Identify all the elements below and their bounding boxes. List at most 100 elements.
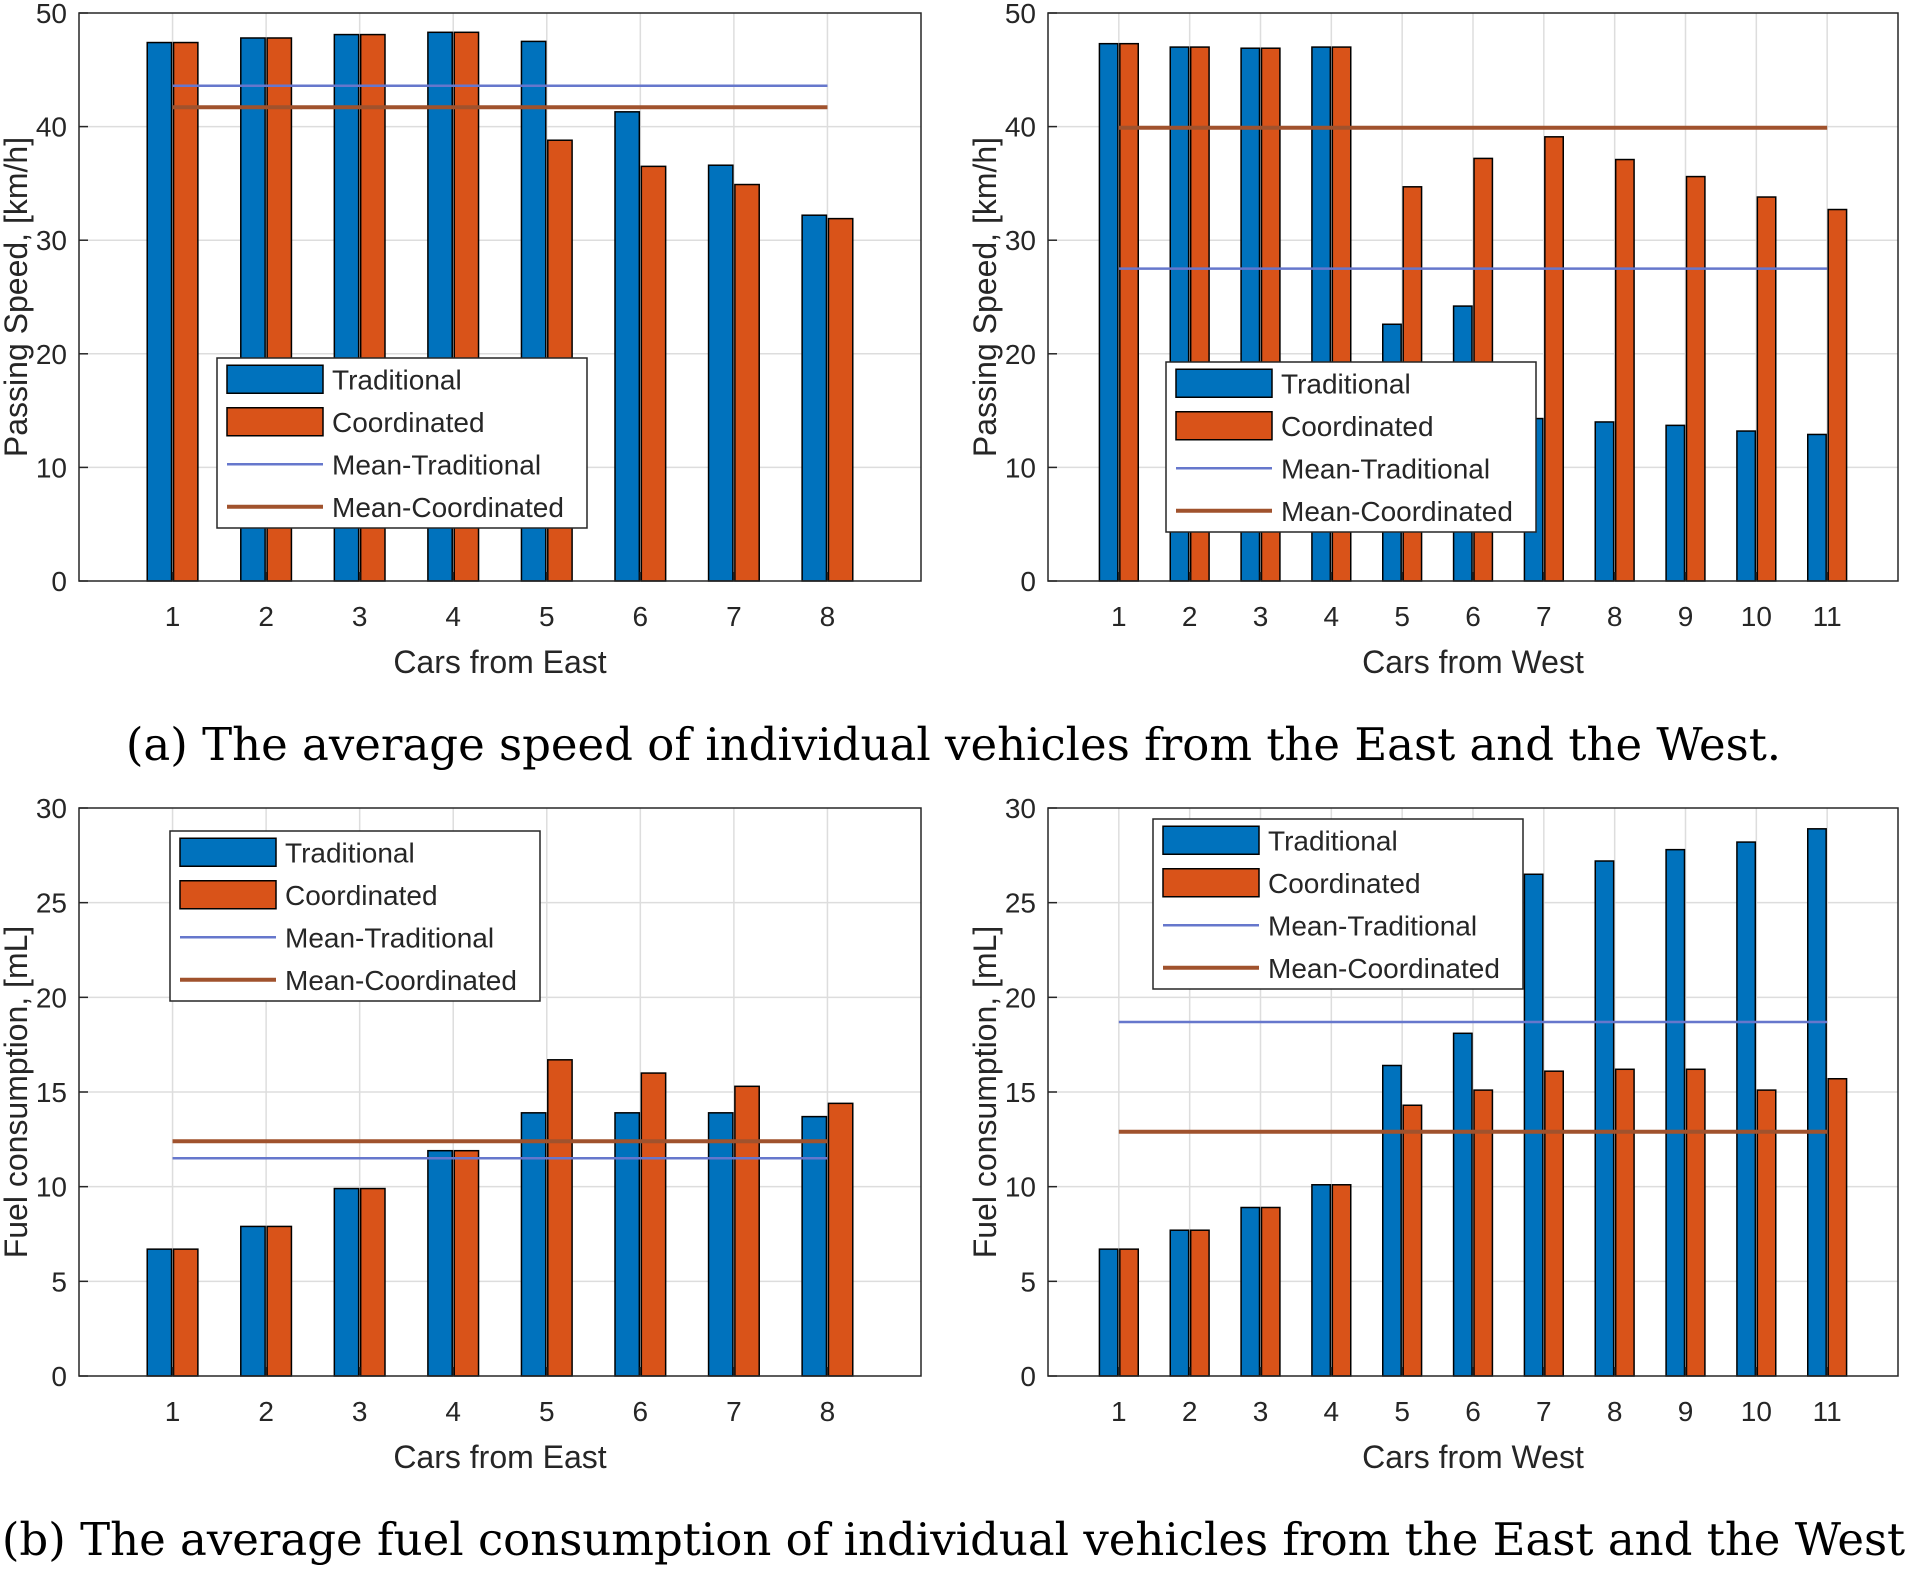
x-tick-label: 5	[539, 601, 555, 632]
y-axis-label: Fuel consumption, [mL]	[0, 926, 34, 1259]
x-tick-label: 1	[165, 601, 181, 632]
y-tick-label: 50	[1005, 0, 1036, 29]
x-tick-label: 9	[1678, 1396, 1694, 1427]
legend-label: Mean-Traditional	[285, 922, 494, 953]
y-tick-label: 30	[1005, 793, 1036, 824]
x-tick-label: 3	[1253, 1396, 1269, 1427]
x-tick-label: 5	[539, 1396, 555, 1427]
bar-coordinated-2	[266, 1225, 293, 1377]
bar-traditional-11	[1807, 433, 1827, 582]
legend: Traditional Coordinated Mean-Traditional Me…	[1152, 818, 1524, 990]
y-tick-label: 5	[1020, 1266, 1036, 1297]
bar-traditional-5	[520, 1112, 547, 1377]
bar-coordinated-8	[827, 1102, 854, 1377]
bar-traditional-1	[1098, 42, 1119, 582]
bar-traditional-9	[1665, 424, 1686, 582]
x-tick-label: 11	[1813, 601, 1842, 632]
x-tick-label: 4	[445, 601, 461, 632]
x-tick-label: 6	[1465, 1396, 1481, 1427]
legend-label: Coordinated	[1268, 868, 1421, 899]
x-tick-label: 11	[1813, 1396, 1842, 1427]
y-axis-label: Fuel consumption, [mL]	[967, 926, 1003, 1259]
legend-swatch-traditional	[179, 837, 277, 867]
x-tick-label: 8	[820, 601, 836, 632]
bar-coordinated-9	[1685, 1068, 1706, 1377]
caption-b: (b) The average fuel consumption of indi…	[1, 1513, 1906, 1566]
bar-traditional-8	[1594, 860, 1615, 1377]
bar-traditional-1	[146, 1248, 173, 1377]
bar-traditional-4	[427, 1149, 453, 1377]
x-tick-label: 2	[1182, 601, 1198, 632]
bar-coordinated-8	[1614, 1068, 1635, 1377]
x-axis-label: Cars from West	[1362, 644, 1584, 680]
bar-coordinated-4	[1331, 1184, 1352, 1377]
legend-label: Mean-Traditional	[1268, 910, 1477, 941]
x-tick-label: 7	[1536, 1396, 1552, 1427]
legend-label: Coordinated	[332, 407, 485, 438]
bar-traditional-8	[801, 214, 828, 582]
x-tick-label: 7	[726, 1396, 742, 1427]
x-tick-label: 10	[1741, 601, 1772, 632]
chart-panel-3: 0 5 10 15 20 25 30 1 2 3 4 5 6 7 8 Cars from East Fuel c…	[0, 793, 922, 1475]
y-tick-label: 0	[51, 566, 67, 597]
x-tick-label: 3	[1253, 601, 1269, 632]
axes-frame	[78, 12, 922, 582]
bar-traditional-2	[240, 1225, 266, 1377]
bar-traditional-3	[333, 1187, 360, 1377]
bar-coordinated-10	[1756, 196, 1777, 582]
legend-label: Mean-Coordinated	[332, 492, 564, 523]
bar-coordinated-7	[1544, 1070, 1565, 1377]
x-tick-label: 6	[633, 601, 649, 632]
bar-coordinated-5	[1402, 1104, 1423, 1377]
y-tick-label: 40	[36, 112, 67, 143]
y-axis-label: Passing Speed, [km/h]	[0, 137, 34, 457]
legend-label: Mean-Coordinated	[1281, 496, 1513, 527]
bar-coordinated-8	[827, 217, 854, 582]
legend-label: Mean-Traditional	[332, 449, 541, 480]
legend-swatch-traditional	[1175, 368, 1273, 398]
y-tick-label: 0	[1020, 1361, 1036, 1392]
y-tick-label: 10	[1005, 452, 1036, 483]
y-tick-label: 0	[1020, 566, 1036, 597]
bar-traditional-1	[1098, 1248, 1119, 1377]
bar-traditional-4	[1311, 1184, 1332, 1377]
bar-traditional-7	[1523, 873, 1544, 1377]
caption-a: (a) The average speed of individual vehi…	[125, 718, 1782, 771]
y-tick-label: 50	[36, 0, 67, 29]
x-tick-label: 10	[1741, 1396, 1772, 1427]
bar-traditional-7	[707, 164, 734, 582]
x-tick-label: 7	[1536, 601, 1552, 632]
bar-coordinated-5	[547, 1059, 573, 1377]
bar-traditional-8	[801, 1115, 828, 1377]
legend-label: Mean-Traditional	[1281, 453, 1490, 484]
legend-label: Mean-Coordinated	[285, 965, 517, 996]
x-tick-label: 7	[726, 601, 742, 632]
bar-coordinated-1	[172, 41, 199, 582]
legend-swatch-traditional	[1162, 825, 1260, 855]
y-tick-label: 20	[36, 339, 67, 370]
x-tick-label: 6	[1465, 601, 1481, 632]
bar-coordinated-3	[359, 1187, 386, 1377]
x-axis-label: Cars from East	[393, 644, 606, 680]
x-tick-label: 1	[165, 1396, 181, 1427]
y-tick-label: 10	[36, 1172, 67, 1203]
legend-label: Traditional	[1281, 368, 1411, 399]
y-tick-label: 20	[1005, 982, 1036, 1013]
y-tick-label: 0	[51, 1361, 67, 1392]
y-tick-label: 25	[36, 888, 67, 919]
legend: Traditional Coordinated Mean-Traditional Me…	[1165, 361, 1537, 533]
x-tick-label: 4	[1324, 601, 1340, 632]
bar-coordinated-9	[1685, 175, 1706, 582]
legend-label: Mean-Coordinated	[1268, 953, 1500, 984]
bar-coordinated-11	[1827, 1077, 1848, 1377]
bar-traditional-6	[614, 111, 641, 582]
bar-coordinated-7	[734, 1085, 760, 1377]
legend-label: Traditional	[1268, 825, 1398, 856]
x-tick-label: 2	[258, 1396, 274, 1427]
chart-panel-2: 0 10 20 30 40 50 1 2 3 4 5 6 7 8 9 10 11 Cars from West Pa…	[967, 0, 1899, 680]
x-tick-label: 5	[1394, 1396, 1410, 1427]
y-tick-label: 30	[36, 793, 67, 824]
bar-traditional-9	[1665, 848, 1686, 1377]
bar-traditional-7	[707, 1112, 734, 1377]
legend-swatch-coordinated	[1162, 868, 1260, 898]
